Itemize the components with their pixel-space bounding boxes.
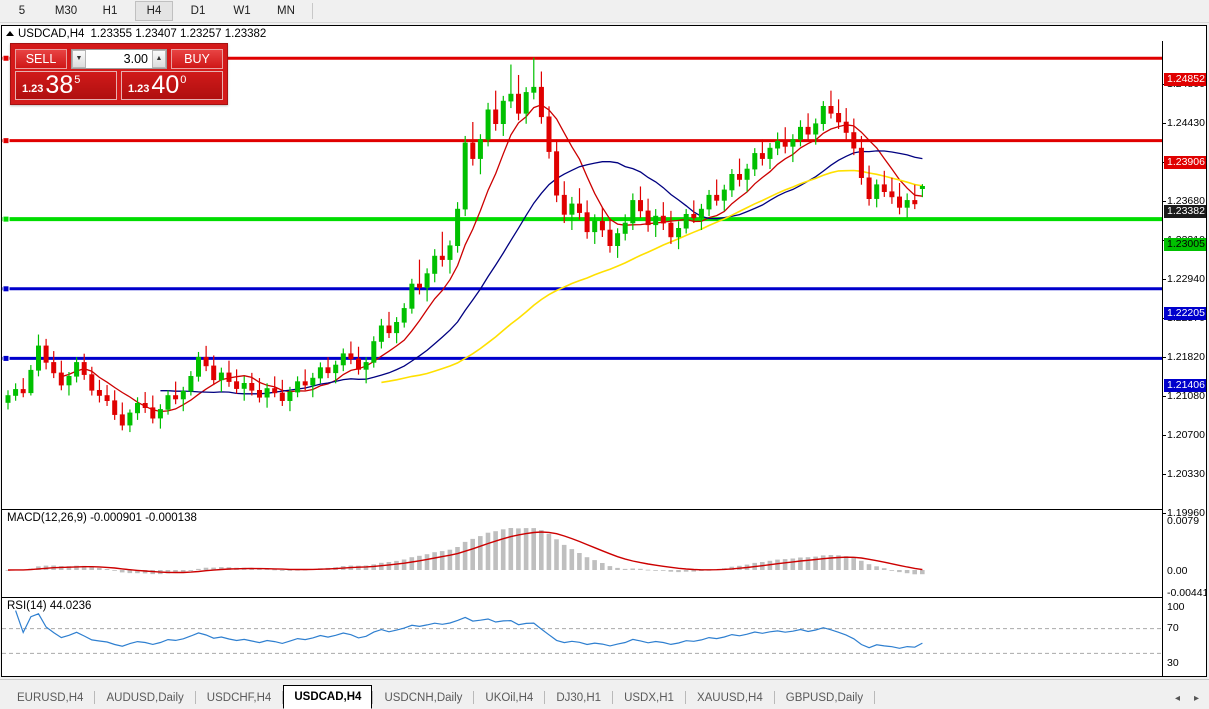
timeframe-button-m30[interactable]: M30	[54, 5, 78, 17]
price-tick-mark	[1163, 396, 1166, 397]
chart-tab-usdcnh-daily[interactable]: USDCNH,Daily	[384, 692, 463, 704]
price-pane[interactable]	[2, 41, 1206, 507]
macd-label: MACD(12,26,9) -0.000901 -0.000138	[7, 512, 197, 524]
scroll-left-icon[interactable]: ◂	[1174, 693, 1180, 704]
tab-separator	[94, 691, 96, 704]
price-tag-blue[interactable]: 1.21406	[1164, 379, 1206, 392]
rsi-scale-label: 70	[1167, 622, 1179, 634]
price-tick-label: 1.21820	[1167, 351, 1205, 363]
macd-scale-label: 0.0079	[1167, 515, 1200, 527]
tab-separator	[874, 691, 876, 704]
buy-price-button[interactable]: 1.23 40 0	[121, 71, 223, 100]
timeframe-button-w1[interactable]: W1	[233, 5, 251, 17]
chart-tab-xauusd-h4[interactable]: XAUUSD,H4	[696, 692, 763, 704]
volume-decrement-icon[interactable]: ▼	[72, 49, 86, 68]
price-tick-mark	[1163, 435, 1166, 436]
chart-ohlc-values: 1.23355 1.23407 1.23257 1.23382	[90, 27, 267, 40]
sell-price-prefix: 1.23	[22, 83, 44, 95]
price-tick-label: 1.20330	[1167, 468, 1205, 480]
price-tick-mark	[1163, 123, 1166, 124]
volume-value[interactable]: 3.00	[123, 51, 148, 66]
buy-price-big: 40	[151, 71, 180, 99]
timeframe-button-h1[interactable]: H1	[102, 5, 118, 17]
tab-separator	[473, 691, 475, 704]
chart-tabbar: EURUSD,H4 AUDUSD,Daily USDCHF,H4 USDCAD,H4 U…	[0, 679, 1209, 709]
price-tag-red[interactable]: 1.23906	[1164, 156, 1206, 169]
macd-scale-label: -0.004418	[1167, 587, 1206, 599]
rsi-scale-label: 30	[1167, 657, 1179, 669]
price-tick-mark	[1163, 201, 1166, 202]
price-tag-green[interactable]: 1.23005	[1164, 238, 1206, 251]
chart-tab-ukoil-h4[interactable]: UKOil,H4	[485, 692, 534, 704]
tab-separator	[612, 691, 614, 704]
price-tick-mark	[1163, 513, 1166, 514]
volume-stepper[interactable]: ▼ 3.00 ▲	[71, 48, 167, 69]
timeframe-toolbar: 5 M30 H1 H4 D1 W1 MN	[0, 0, 1209, 23]
timeframe-button-5[interactable]: 5	[18, 5, 26, 17]
price-tick-mark	[1163, 357, 1166, 358]
price-tag-blue[interactable]: 1.22205	[1164, 307, 1206, 320]
one-click-trading-prices: 1.23 38 5 1.23 40 0	[11, 70, 227, 104]
timeframe-button-mn[interactable]: MN	[277, 5, 295, 17]
toolbar-separator	[312, 3, 313, 19]
price-scale[interactable]: 1.248001.244301.240601.236801.233101.229…	[1162, 41, 1206, 676]
chart-window[interactable]: USDCAD,H4 1.23355 1.23407 1.23257 1.2338…	[1, 25, 1207, 677]
price-tick-label: 1.22940	[1167, 273, 1205, 285]
chart-tab-usdx-h1[interactable]: USDX,H1	[624, 692, 674, 704]
sell-price-big: 38	[45, 71, 74, 99]
price-tick-mark	[1163, 474, 1166, 475]
tab-separator	[773, 691, 775, 704]
price-tick-mark	[1163, 279, 1166, 280]
rsi-pane[interactable]: RSI(14) 44.0236	[2, 597, 1206, 676]
scroll-right-icon[interactable]: ▸	[1193, 693, 1199, 704]
sell-button[interactable]: SELL	[15, 48, 67, 69]
buy-price-prefix: 1.23	[128, 83, 150, 95]
chart-tab-usdchf-h4[interactable]: USDCHF,H4	[206, 692, 272, 704]
chart-tab-usdcad-h4[interactable]: USDCAD,H4	[283, 685, 373, 709]
chart-tab-dj30-h1[interactable]: DJ30,H1	[556, 692, 602, 704]
rsi-label: RSI(14) 44.0236	[7, 600, 92, 612]
chart-tab-eurusd-h4[interactable]: EURUSD,H4	[17, 692, 84, 704]
timeframe-button-h4[interactable]: H4	[135, 1, 173, 21]
chart-symbol-label: USDCAD,H4	[18, 27, 85, 40]
tab-separator	[544, 691, 546, 704]
sell-price-button[interactable]: 1.23 38 5	[15, 71, 117, 100]
timeframe-button-d1[interactable]: D1	[190, 5, 206, 17]
tabbar-scroll-arrows: ◂ ▸	[1175, 693, 1209, 704]
rsi-scale-label: 0	[1167, 676, 1173, 677]
sell-price-fraction: 5	[74, 74, 81, 86]
price-tick-label: 1.24430	[1167, 117, 1205, 129]
tab-separator	[194, 691, 196, 704]
price-tag-black[interactable]: 1.23382	[1164, 205, 1206, 218]
one-click-trading-controls: SELL ▼ 3.00 ▲ BUY	[11, 44, 227, 70]
chart-tab-audusd-daily[interactable]: AUDUSD,Daily	[106, 692, 184, 704]
rsi-scale-label: 100	[1167, 601, 1185, 613]
volume-increment-icon[interactable]: ▲	[152, 49, 166, 68]
tab-separator	[372, 691, 374, 704]
price-tick-label: 1.20700	[1167, 429, 1205, 441]
price-tick-label: 1.23680	[1167, 195, 1205, 207]
chart-header: USDCAD,H4 1.23355 1.23407 1.23257 1.2338…	[2, 26, 1206, 41]
price-tag-red[interactable]: 1.24852	[1164, 73, 1206, 86]
collapse-triangle-icon[interactable]	[6, 31, 14, 36]
macd-pane[interactable]: MACD(12,26,9) -0.000901 -0.000138	[2, 509, 1206, 597]
price-tick-label: 1.19960	[1167, 507, 1205, 519]
price-tick-label: 1.21080	[1167, 390, 1205, 402]
buy-price-fraction: 0	[180, 74, 187, 86]
chart-tab-gbpusd-daily[interactable]: GBPUSD,Daily	[785, 692, 864, 704]
tab-separator	[282, 691, 284, 704]
macd-scale-label: 0.00	[1167, 565, 1188, 577]
macd-plot	[5, 528, 925, 575]
chart-tabstrip: EURUSD,H4 AUDUSD,Daily USDCHF,H4 USDCAD,H4 U…	[0, 683, 1175, 709]
price-plot	[2, 54, 1164, 433]
one-click-trading-panel[interactable]: SELL ▼ 3.00 ▲ BUY 1.23 38 5 1.23 40 0	[10, 43, 228, 105]
tab-separator	[684, 691, 686, 704]
rsi-plot	[2, 610, 1164, 654]
buy-button[interactable]: BUY	[171, 48, 223, 69]
